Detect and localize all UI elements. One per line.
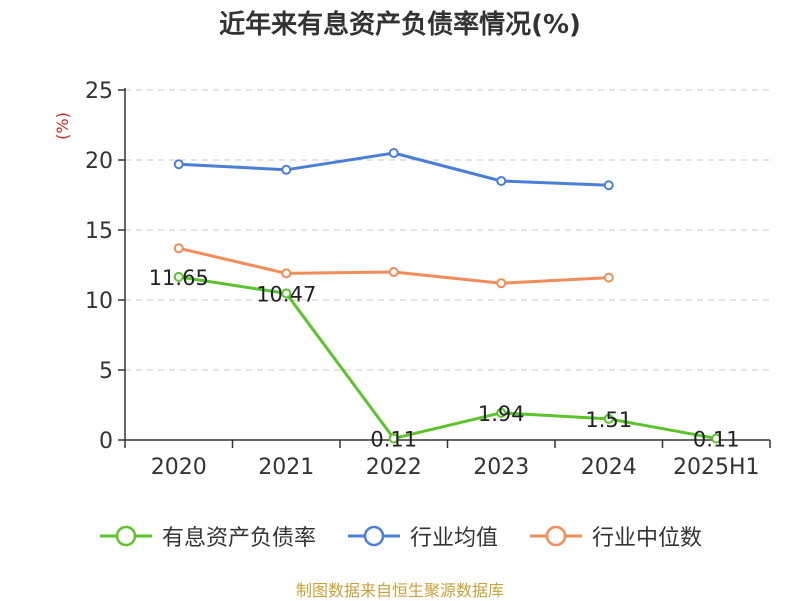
grid-lines bbox=[125, 89, 770, 371]
legend-marker-icon bbox=[99, 525, 152, 547]
y-tick-label: 25 bbox=[85, 79, 113, 104]
data-point bbox=[281, 164, 292, 175]
data-label: 0.11 bbox=[370, 427, 417, 451]
data-point bbox=[281, 288, 292, 299]
data-point bbox=[603, 272, 614, 283]
chart-title: 近年来有息资产负债率情况(%) bbox=[219, 10, 581, 40]
data-label: 1.94 bbox=[478, 402, 525, 426]
x-tick-label: 2021 bbox=[258, 455, 314, 480]
data-point bbox=[388, 267, 399, 277]
series bbox=[173, 148, 722, 444]
legend: 有息资产负债率 行业均值 行业中位数 bbox=[0, 520, 800, 552]
y-tick-label: 20 bbox=[85, 149, 113, 174]
data-label: 11.65 bbox=[149, 266, 209, 290]
data-labels: 11.65 10.47 0.11 1.94 1.51 0.11 bbox=[149, 266, 740, 452]
axes: 0 5 10 15 20 25 (%) 2020 2021 2022 2023 2024 2025H1 bbox=[53, 79, 771, 480]
x-tick-label: 2025H1 bbox=[673, 455, 760, 480]
data-point bbox=[711, 433, 722, 444]
y-tick-label: 0 bbox=[99, 429, 113, 454]
data-point bbox=[603, 180, 614, 191]
data-point bbox=[496, 176, 507, 186]
source-note: 制图数据来自恒生聚源数据库 bbox=[295, 581, 504, 600]
y-axis-label: (%) bbox=[53, 112, 72, 140]
legend-marker-icon bbox=[530, 525, 582, 547]
data-point bbox=[388, 433, 399, 444]
x-tick-label: 2024 bbox=[581, 455, 637, 480]
legend-marker-icon bbox=[347, 525, 400, 547]
data-point bbox=[281, 268, 292, 279]
y-tick-label: 10 bbox=[85, 289, 113, 314]
data-point bbox=[173, 271, 184, 282]
legend-item[interactable]: 行业中位数 bbox=[528, 520, 702, 552]
data-point bbox=[173, 159, 184, 170]
data-point bbox=[603, 413, 614, 424]
y-tick-label: 5 bbox=[99, 359, 113, 384]
series-line bbox=[178, 275, 717, 440]
data-point bbox=[388, 148, 399, 158]
legend-label: 行业中位数 bbox=[592, 526, 703, 551]
data-label: 0.11 bbox=[693, 427, 740, 451]
y-tick-label: 15 bbox=[85, 219, 113, 244]
data-point bbox=[496, 407, 507, 418]
legend-label: 行业均值 bbox=[409, 526, 498, 551]
data-point bbox=[173, 243, 184, 254]
data-label: 1.51 bbox=[585, 408, 632, 432]
x-tick-label: 2022 bbox=[366, 455, 422, 480]
data-label: 10.47 bbox=[256, 282, 316, 306]
legend-label: 有息资产负债率 bbox=[161, 526, 316, 551]
legend-item[interactable]: 有息资产负债率 bbox=[98, 520, 316, 552]
series-line bbox=[178, 246, 609, 285]
x-tick-label: 2020 bbox=[151, 455, 207, 480]
x-tick-label: 2023 bbox=[473, 455, 529, 480]
legend-item[interactable]: 行业均值 bbox=[346, 520, 498, 552]
data-point bbox=[496, 278, 507, 289]
